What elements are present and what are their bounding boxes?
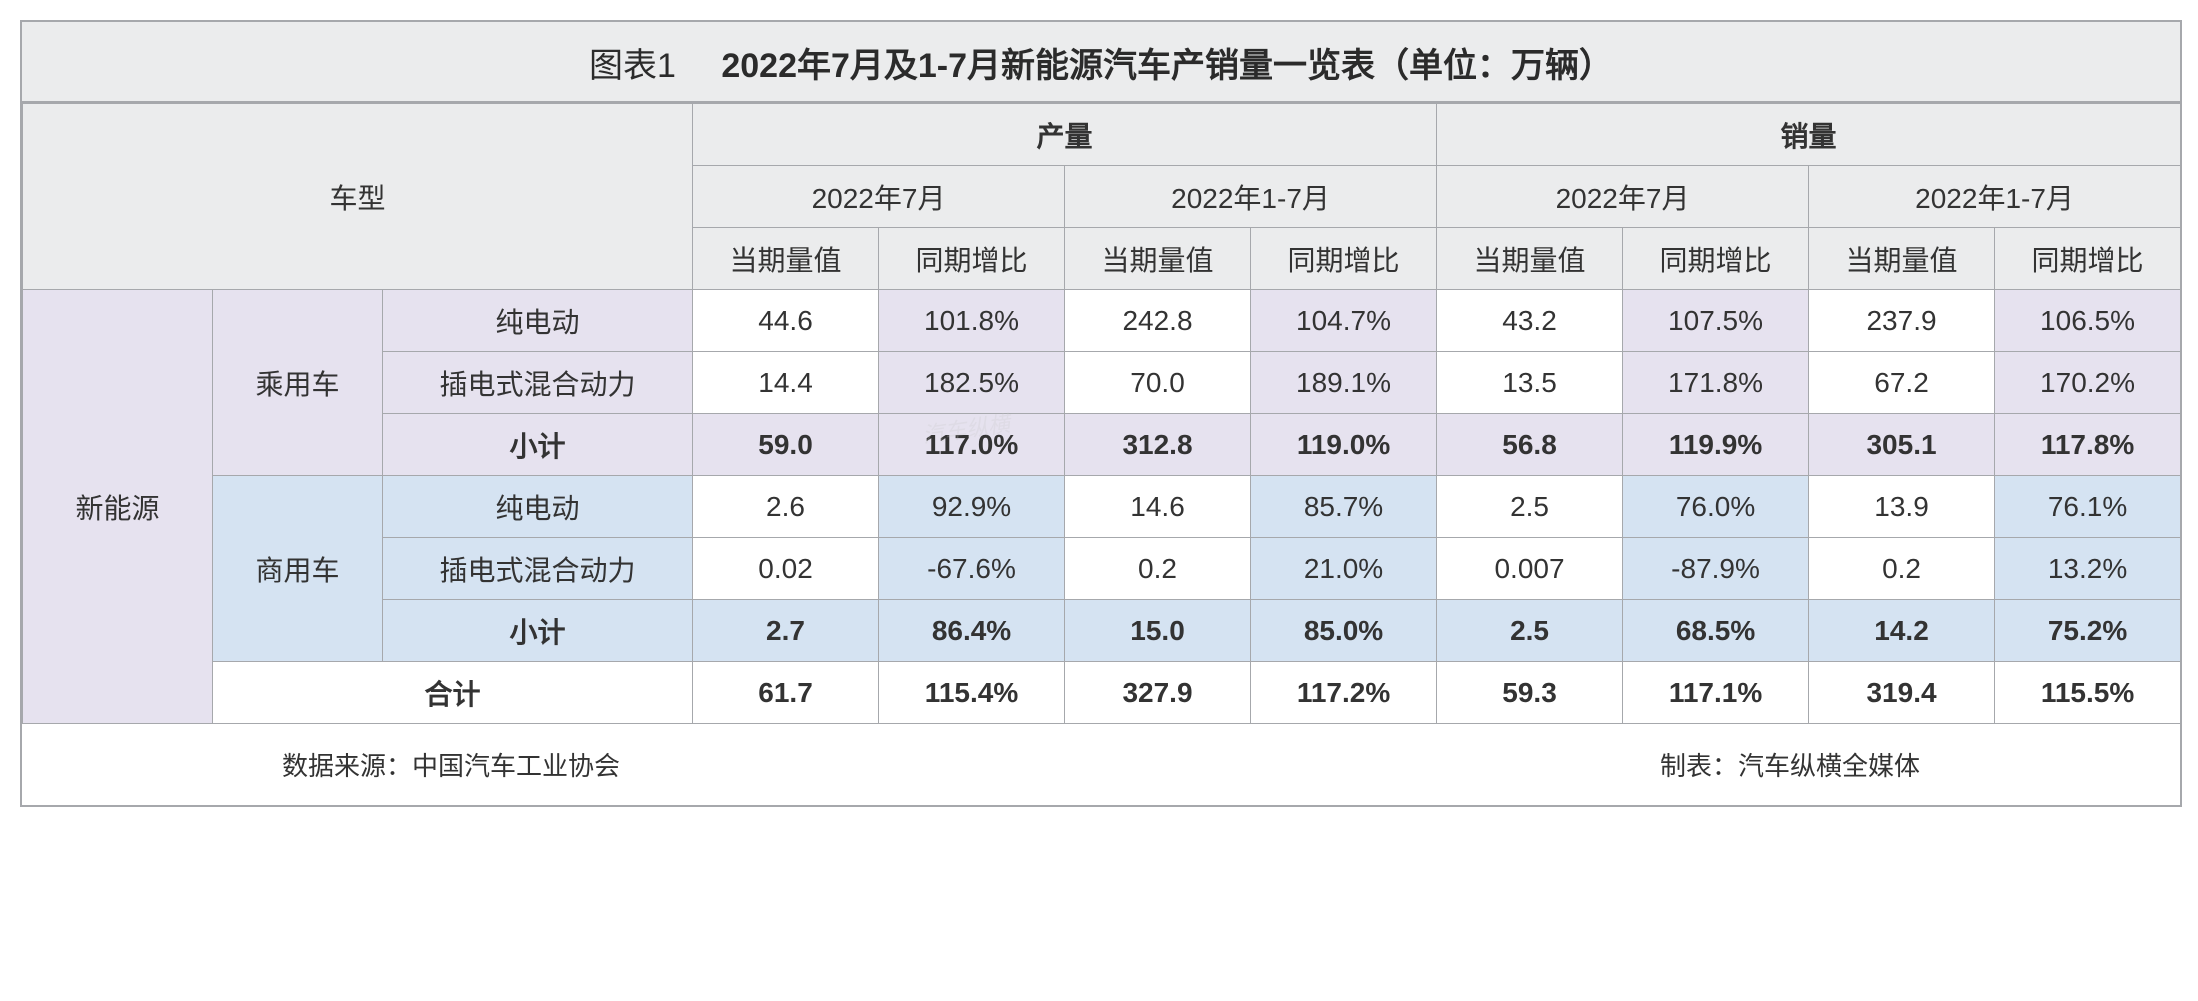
table-footer: 数据来源：中国汽车工业协会 制表：汽车纵横全媒体: [22, 724, 2180, 805]
cell: 242.8: [1065, 290, 1251, 352]
header-vehicle-type: 车型: [23, 104, 693, 290]
h-yoy-3: 同期增比: [1995, 228, 2181, 290]
cell: 70.0: [1065, 352, 1251, 414]
cell: 14.4: [693, 352, 879, 414]
footer-creator: 制表：汽车纵横全媒体: [1660, 746, 1920, 783]
cell: 59.0: [693, 414, 879, 476]
cell: 117.1%: [1623, 662, 1809, 724]
cell: 0.2: [1065, 538, 1251, 600]
h-val-2: 当期量值: [1437, 228, 1623, 290]
cell: 115.5%: [1995, 662, 2181, 724]
label-root: 新能源: [23, 290, 213, 724]
cell: 21.0%: [1251, 538, 1437, 600]
header-production: 产量: [693, 104, 1437, 166]
cell: 59.3: [1437, 662, 1623, 724]
cell: 117.8%: [1995, 414, 2181, 476]
cell: 13.9: [1809, 476, 1995, 538]
header-prod-jul: 2022年7月: [693, 166, 1065, 228]
cell: 44.6: [693, 290, 879, 352]
label-phev: 插电式混合动力: [383, 538, 693, 600]
cell: 2.5: [1437, 600, 1623, 662]
label-commercial: 商用车: [213, 476, 383, 662]
cell: 76.1%: [1995, 476, 2181, 538]
cell: 76.0%: [1623, 476, 1809, 538]
cell: 0.2: [1809, 538, 1995, 600]
label-passenger: 乘用车: [213, 290, 383, 476]
data-table: 车型 产量 销量 2022年7月 2022年1-7月 2022年7月 2022年…: [22, 103, 2181, 724]
cell: 2.7: [693, 600, 879, 662]
label-total: 合计: [213, 662, 693, 724]
cell: 15.0: [1065, 600, 1251, 662]
cell: 68.5%: [1623, 600, 1809, 662]
cell: 319.4: [1809, 662, 1995, 724]
cell: 119.0%: [1251, 414, 1437, 476]
cell: 101.8%: [879, 290, 1065, 352]
h-yoy-1: 同期增比: [1251, 228, 1437, 290]
cell: 2.6: [693, 476, 879, 538]
label-bev: 纯电动: [383, 476, 693, 538]
row-passenger-bev: 新能源 乘用车 纯电动 44.6 101.8% 242.8 104.7% 43.…: [23, 290, 2181, 352]
cell: 67.2: [1809, 352, 1995, 414]
cell: 2.5: [1437, 476, 1623, 538]
cell: 312.8: [1065, 414, 1251, 476]
h-val-3: 当期量值: [1809, 228, 1995, 290]
cell: 86.4%: [879, 600, 1065, 662]
cell: 107.5%: [1623, 290, 1809, 352]
cell: 189.1%: [1251, 352, 1437, 414]
h-yoy-2: 同期增比: [1623, 228, 1809, 290]
row-commercial-bev: 商用车 纯电动 2.6 92.9% 14.6 85.7% 2.5 76.0% 1…: [23, 476, 2181, 538]
title-main: 2022年7月及1-7月新能源汽车产销量一览表（单位：万辆）: [721, 47, 1613, 85]
label-subtotal: 小计: [383, 414, 693, 476]
cell: 237.9: [1809, 290, 1995, 352]
cell: 305.1: [1809, 414, 1995, 476]
cell: 119.9%: [1623, 414, 1809, 476]
cell: 117.2%: [1251, 662, 1437, 724]
label-phev: 插电式混合动力: [383, 352, 693, 414]
cell: 85.0%: [1251, 600, 1437, 662]
header-sales-jul: 2022年7月: [1437, 166, 1809, 228]
cell: 13.5: [1437, 352, 1623, 414]
label-subtotal: 小计: [383, 600, 693, 662]
cell: 14.6: [1065, 476, 1251, 538]
row-grand-total: 合计 61.7 115.4% 327.9 117.2% 59.3 117.1% …: [23, 662, 2181, 724]
cell: -87.9%: [1623, 538, 1809, 600]
cell: 171.8%: [1623, 352, 1809, 414]
cell: 327.9: [1065, 662, 1251, 724]
cell: 182.5%: [879, 352, 1065, 414]
cell: 85.7%: [1251, 476, 1437, 538]
h-yoy-0: 同期增比: [879, 228, 1065, 290]
table-title: 图表1 2022年7月及1-7月新能源汽车产销量一览表（单位：万辆）: [22, 22, 2180, 103]
cell: -67.6%: [879, 538, 1065, 600]
header-prod-ytd: 2022年1-7月: [1065, 166, 1437, 228]
cell: 104.7%: [1251, 290, 1437, 352]
header-sales: 销量: [1437, 104, 2181, 166]
label-bev: 纯电动: [383, 290, 693, 352]
cell: 0.007: [1437, 538, 1623, 600]
cell: 61.7: [693, 662, 879, 724]
cell: 43.2: [1437, 290, 1623, 352]
nev-production-sales-table: 图表1 2022年7月及1-7月新能源汽车产销量一览表（单位：万辆） 车型 产量…: [20, 20, 2182, 807]
cell: 106.5%: [1995, 290, 2181, 352]
cell: 117.0%: [879, 414, 1065, 476]
cell: 14.2: [1809, 600, 1995, 662]
h-val-0: 当期量值: [693, 228, 879, 290]
cell: 170.2%: [1995, 352, 2181, 414]
header-sales-ytd: 2022年1-7月: [1809, 166, 2181, 228]
cell: 0.02: [693, 538, 879, 600]
title-prefix: 图表1: [589, 47, 676, 85]
cell: 75.2%: [1995, 600, 2181, 662]
cell: 56.8: [1437, 414, 1623, 476]
header-row-1: 车型 产量 销量: [23, 104, 2181, 166]
footer-source: 数据来源：中国汽车工业协会: [282, 746, 620, 783]
h-val-1: 当期量值: [1065, 228, 1251, 290]
cell: 115.4%: [879, 662, 1065, 724]
cell: 13.2%: [1995, 538, 2181, 600]
cell: 92.9%: [879, 476, 1065, 538]
